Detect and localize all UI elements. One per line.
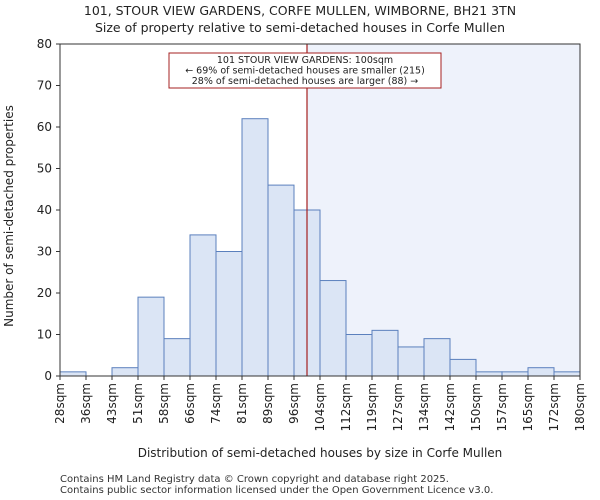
y-tick-label: 60 xyxy=(37,120,52,134)
y-tick-label: 50 xyxy=(37,162,52,176)
y-tick-label: 40 xyxy=(37,203,52,217)
highlight-region xyxy=(307,44,580,376)
histogram-bar xyxy=(137,296,165,377)
histogram-bar xyxy=(163,338,191,377)
histogram-bar xyxy=(553,371,581,377)
y-tick-label: 30 xyxy=(37,245,52,259)
histogram-bar xyxy=(267,184,295,377)
x-tick-label: 127sqm xyxy=(391,383,405,431)
y-tick-label: 20 xyxy=(37,286,52,300)
histogram-bar xyxy=(397,346,425,377)
x-tick-label: 36sqm xyxy=(79,383,93,424)
y-tick-label: 0 xyxy=(44,369,52,383)
histogram-bar xyxy=(527,367,555,377)
x-axis-label: Distribution of semi-detached houses by … xyxy=(138,446,503,460)
histogram-bar xyxy=(423,338,451,377)
x-tick-label: 157sqm xyxy=(495,383,509,431)
x-tick-label: 66sqm xyxy=(183,383,197,424)
x-tick-label: 142sqm xyxy=(443,383,457,431)
x-tick-label: 96sqm xyxy=(287,383,301,424)
histogram-chart: 0 10 20 30 40 50 60 70 80 28sqm 36sqm 43sqm 51sqm 58… xyxy=(2,37,587,460)
x-tick-label: 172sqm xyxy=(547,383,561,431)
histogram-bar xyxy=(501,371,529,377)
x-tick-label: 58sqm xyxy=(157,383,171,424)
annotation-line2: ← 69% of semi-detached houses are smalle… xyxy=(185,66,425,77)
x-tick-label: 150sqm xyxy=(469,383,483,431)
histogram-bar xyxy=(241,118,269,377)
histogram-bar xyxy=(475,371,503,377)
x-tick-label: 51sqm xyxy=(131,383,145,424)
histogram-bar xyxy=(189,234,217,377)
chart-subtitle: Size of property relative to semi-detach… xyxy=(94,20,506,35)
x-tick-label: 28sqm xyxy=(53,383,67,424)
histogram-bar xyxy=(449,358,477,377)
histogram-bar xyxy=(345,334,373,377)
histogram-bar xyxy=(111,367,139,377)
x-tick-label: 89sqm xyxy=(261,383,275,424)
y-tick-label: 80 xyxy=(37,37,52,51)
annotation-line1: 101 STOUR VIEW GARDENS: 100sqm xyxy=(217,55,393,66)
histogram-bar xyxy=(59,371,87,377)
x-tick-label: 134sqm xyxy=(417,383,431,431)
x-tick-label: 180sqm xyxy=(573,383,587,431)
y-tick-label: 10 xyxy=(37,328,52,342)
x-tick-label: 165sqm xyxy=(521,383,535,431)
x-tick-label: 81sqm xyxy=(235,383,249,424)
x-tick-label: 104sqm xyxy=(313,383,327,431)
annotation-line3: 28% of semi-detached houses are larger (… xyxy=(192,76,419,87)
histogram-bar xyxy=(215,251,243,377)
histogram-bar xyxy=(371,329,399,377)
annotation-box xyxy=(168,52,442,89)
x-tick-label: 119sqm xyxy=(365,383,379,431)
footer-licence: Contains public sector information licen… xyxy=(60,485,494,496)
y-axis-label: Number of semi-detached properties xyxy=(2,105,16,327)
footer-copyright: Contains HM Land Registry data © Crown c… xyxy=(60,474,449,485)
x-tick-label: 43sqm xyxy=(105,383,119,424)
chart-title: 101, STOUR VIEW GARDENS, CORFE MULLEN, W… xyxy=(83,3,517,18)
x-tick-label: 74sqm xyxy=(209,383,223,424)
x-tick-label: 112sqm xyxy=(339,383,353,431)
histogram-bar xyxy=(319,280,347,377)
y-tick-label: 70 xyxy=(37,79,52,93)
